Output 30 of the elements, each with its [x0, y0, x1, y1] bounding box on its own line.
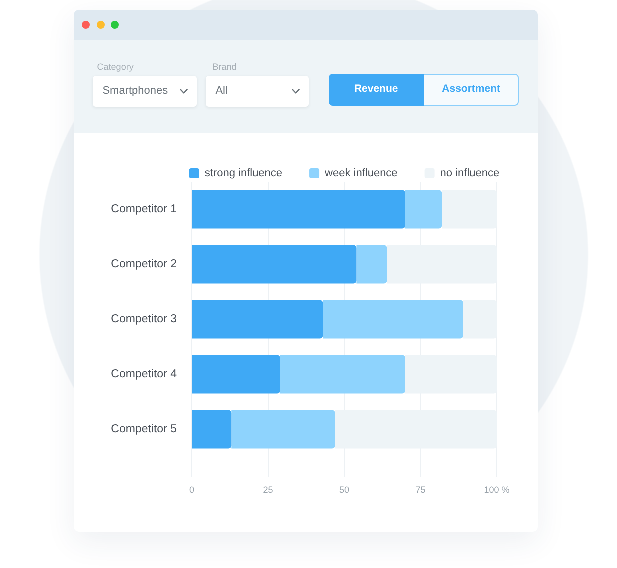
app-window: Category Smartphones Brand All Revenue Assortment strong influence week influence no influence 0 25 50 75 100 % Competitor 1 Competitor 2 Competitor 3 Competitor 4 Competitor 5 [74, 10, 538, 532]
bar [232, 410, 336, 449]
bar [280, 355, 406, 394]
y-tick-label: Competitor 3 [111, 314, 177, 326]
bar [442, 190, 497, 229]
y-tick-label: Competitor 4 [111, 368, 178, 381]
y-tick-label: Competitor 5 [111, 424, 177, 436]
x-tick-label: 0 [189, 484, 195, 495]
bar [192, 190, 406, 229]
bar [406, 190, 442, 229]
legend-label: strong influence [204, 168, 283, 180]
x-tick-label: 25 [263, 484, 274, 495]
bar [356, 245, 388, 284]
bar [192, 245, 357, 284]
bar [406, 355, 497, 394]
y-tick-label: Competitor 1 [111, 204, 177, 216]
bar [192, 410, 232, 449]
x-tick-label: 100 % [484, 484, 510, 495]
bar [463, 300, 497, 339]
bar [192, 355, 280, 394]
bar [387, 245, 497, 284]
legend-label: no influence [440, 168, 500, 180]
bar [335, 410, 497, 449]
bar [323, 300, 464, 339]
x-tick-label: 50 [339, 484, 350, 495]
y-tick-label: Competitor 2 [111, 258, 177, 271]
bar [192, 300, 324, 339]
legend-label: week influence [324, 168, 398, 180]
x-tick-label: 75 [416, 484, 426, 495]
toolbar-panel: Category Smartphones Brand All Revenue Assortment [74, 40, 538, 133]
